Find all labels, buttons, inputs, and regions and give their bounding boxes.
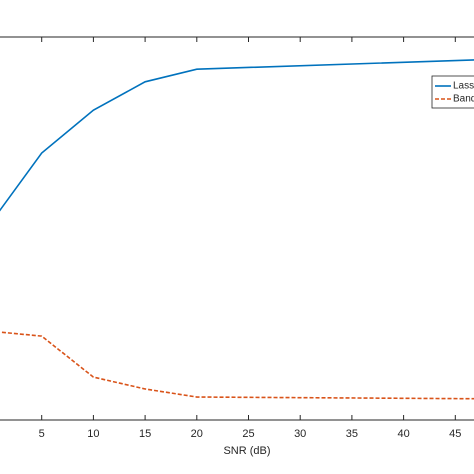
- axes-box: [0, 36, 474, 421]
- x-tick-label: 45: [449, 428, 461, 440]
- x-tick-label: 10: [87, 428, 99, 440]
- x-tick-label: 15: [139, 428, 151, 440]
- x-tick-label: 5: [39, 428, 45, 440]
- x-axis-label: SNR (dB): [223, 445, 270, 457]
- series-line: [0, 331, 474, 400]
- series-line: [0, 59, 474, 212]
- legend-label: Lasso: [453, 81, 474, 92]
- x-tick-label: 40: [397, 428, 409, 440]
- x-tick-label: 30: [294, 428, 306, 440]
- x-tick-label: 25: [242, 428, 254, 440]
- x-tick-label: 20: [191, 428, 203, 440]
- x-tick-label: 35: [346, 428, 358, 440]
- legend-label: Band-: [453, 94, 474, 105]
- legend-box: [431, 75, 474, 109]
